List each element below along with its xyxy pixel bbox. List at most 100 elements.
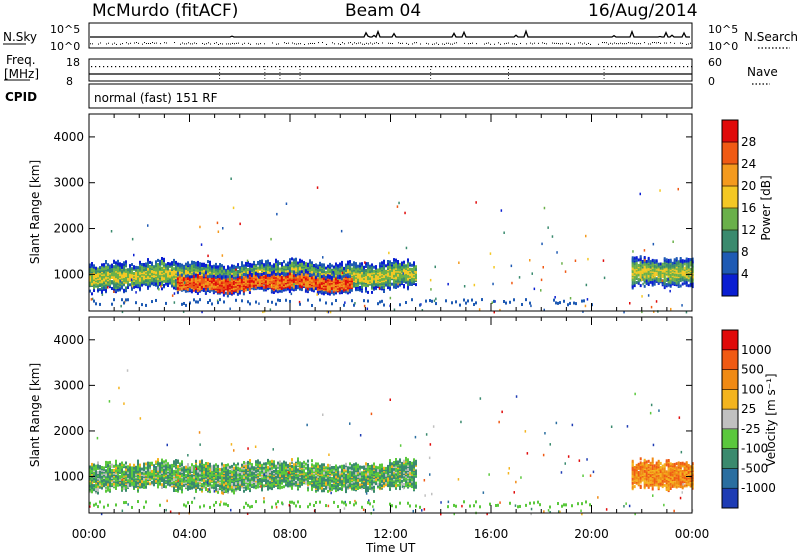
range-gate-cell <box>683 266 686 270</box>
noise-search-point <box>174 42 175 44</box>
range-gate-cell <box>113 265 115 269</box>
range-gate-cell <box>129 264 131 268</box>
noise-search-point <box>308 43 309 45</box>
range-gate-cell <box>655 273 658 277</box>
range-gate-cell <box>206 275 209 279</box>
range-gate-cell <box>206 287 209 291</box>
range-gate-cell <box>299 267 301 270</box>
range-gate-cell <box>97 267 99 271</box>
range-gate-cell <box>633 284 636 288</box>
noise-search-point <box>420 43 421 45</box>
range-gate-cell <box>115 268 117 272</box>
range-gate-cell <box>409 278 411 282</box>
scatter-cell <box>672 240 674 243</box>
range-gate-cell <box>383 290 385 293</box>
range-gate-cell <box>415 265 417 269</box>
range-gate-cell <box>273 267 275 271</box>
range-gate-cell <box>689 258 692 262</box>
range-gate-cell <box>689 263 692 267</box>
scatter-cell <box>91 297 94 301</box>
near-range-cell <box>165 301 167 305</box>
range-gate-cell <box>385 283 387 287</box>
scatter-cell <box>327 310 330 314</box>
noise-search-point <box>612 43 613 45</box>
nave-point <box>271 66 273 68</box>
near-range-cell <box>211 302 213 306</box>
range-gate-cell <box>395 286 397 289</box>
range-gate-cell <box>230 277 233 281</box>
noise-search-point <box>210 43 211 45</box>
y-tick-label: 2000 <box>53 222 84 236</box>
nave-point <box>151 66 153 68</box>
range-gate-cell <box>351 271 353 275</box>
noise-search-point <box>554 42 555 44</box>
noise-search-point <box>442 43 443 45</box>
noise-search-point <box>658 42 659 44</box>
colorbar-segment <box>722 252 738 275</box>
range-gate-cell <box>391 282 393 286</box>
range-gate-cell <box>280 276 283 279</box>
range-gate-cell <box>121 265 123 269</box>
noise-search-point <box>544 42 545 44</box>
nave-point <box>631 66 633 68</box>
range-gate-cell <box>256 272 259 276</box>
range-gate-cell <box>111 280 113 284</box>
range-gate-cell <box>681 282 684 286</box>
range-gate-cell <box>301 262 303 266</box>
scatter-cell <box>518 276 521 279</box>
range-gate-cell <box>240 276 243 279</box>
range-gate-cell <box>675 257 678 261</box>
range-gate-cell <box>637 258 640 262</box>
noise-search-point <box>372 43 373 45</box>
noise-search-point <box>310 42 311 44</box>
noise-sky-trace <box>90 29 690 39</box>
noise-search-point <box>390 42 391 44</box>
noise-search-point <box>484 43 485 45</box>
nave-point <box>559 66 561 68</box>
range-gate-cell <box>359 262 361 266</box>
range-gate-cell <box>89 289 91 293</box>
range-gate-cell <box>639 267 642 271</box>
cpid-frame <box>88 83 693 109</box>
range-gate-cell <box>109 488 111 492</box>
near-range-cell <box>141 303 143 307</box>
noise-search-point <box>364 43 365 45</box>
noise-search-point <box>470 42 471 44</box>
noise-sky-label: N.Sky <box>3 30 37 44</box>
nave-point <box>671 66 673 68</box>
scatter-cell <box>393 308 396 311</box>
range-gate-cell <box>167 267 169 271</box>
nave-point <box>495 66 497 68</box>
range-gate-cell <box>188 285 191 289</box>
nave-point <box>643 66 645 68</box>
range-gate-cell <box>653 279 656 283</box>
range-gate-cell <box>173 286 175 290</box>
range-gate-cell <box>258 273 261 277</box>
range-gate-cell <box>218 280 221 284</box>
noise-search-point <box>206 43 207 45</box>
nave-point <box>427 66 429 68</box>
range-gate-cell <box>175 287 177 291</box>
scatter-cell <box>540 289 542 292</box>
noise-search-point <box>400 42 401 44</box>
scatter-cell <box>290 292 293 296</box>
range-gate-cell <box>97 461 99 465</box>
range-gate-cell <box>318 279 321 283</box>
range-gate-cell <box>252 274 255 278</box>
range-gate-cell <box>250 272 253 276</box>
range-gate-cell <box>653 264 656 268</box>
range-gate-cell <box>653 259 656 263</box>
nave-point <box>267 66 269 68</box>
range-gate-cell <box>192 272 195 276</box>
scatter-cell <box>402 272 404 275</box>
range-gate-cell <box>324 280 327 283</box>
nave-point <box>99 66 101 68</box>
range-gate-cell <box>223 265 225 269</box>
near-range-cell <box>445 299 447 303</box>
nave-point <box>191 66 193 68</box>
scatter-cell <box>531 272 533 275</box>
range-gate-cell <box>365 286 367 290</box>
scatter-cell <box>173 301 176 304</box>
scatter-cell <box>276 285 278 288</box>
range-gate-cell <box>361 262 363 266</box>
